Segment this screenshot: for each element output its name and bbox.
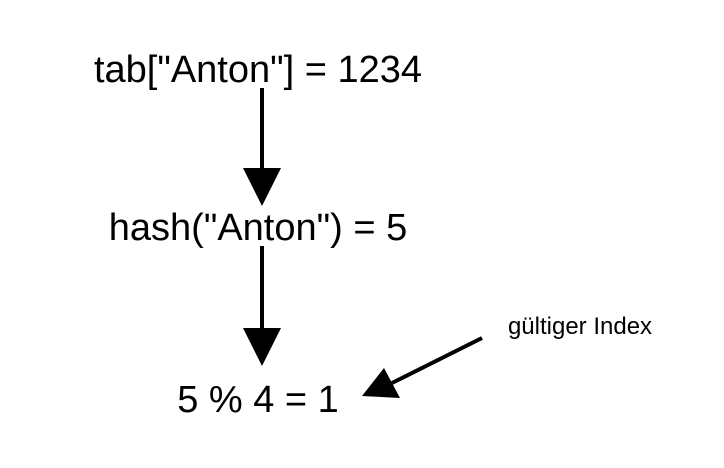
annotation-label: gültiger Index	[508, 313, 652, 340]
arrow-assignment-to-hash	[243, 88, 281, 206]
modulo-label: 5 % 4 = 1	[177, 379, 339, 421]
arrow-annotation	[362, 336, 483, 398]
assignment-label: tab["Anton"] = 1234	[94, 49, 422, 91]
arrow-hash-to-modulo	[243, 246, 281, 366]
hash-label: hash("Anton") = 5	[109, 207, 407, 249]
arrow-shaft	[391, 336, 483, 385]
arrow-head	[243, 168, 281, 206]
arrow-head	[362, 368, 400, 398]
arrow-head	[243, 328, 281, 366]
